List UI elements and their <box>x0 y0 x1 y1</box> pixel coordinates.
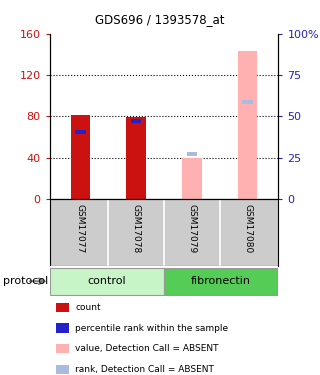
Text: GSM17079: GSM17079 <box>188 204 196 254</box>
Bar <box>238 51 258 199</box>
Text: percentile rank within the sample: percentile rank within the sample <box>75 324 228 333</box>
Bar <box>131 119 141 123</box>
Bar <box>50 268 164 295</box>
Bar <box>182 158 202 199</box>
Text: GSM17080: GSM17080 <box>243 204 252 254</box>
Bar <box>242 100 253 104</box>
Text: control: control <box>87 276 126 286</box>
Bar <box>75 130 86 134</box>
Text: GDS696 / 1393578_at: GDS696 / 1393578_at <box>95 13 225 26</box>
Bar <box>126 117 146 199</box>
Bar <box>187 152 197 156</box>
Text: rank, Detection Call = ABSENT: rank, Detection Call = ABSENT <box>75 365 214 374</box>
Text: protocol: protocol <box>3 276 48 286</box>
Text: GSM17078: GSM17078 <box>132 204 140 254</box>
Text: fibronectin: fibronectin <box>191 276 251 286</box>
Text: count: count <box>75 303 101 312</box>
Bar <box>164 268 278 295</box>
Text: GSM17077: GSM17077 <box>76 204 85 254</box>
Bar <box>70 115 90 199</box>
Text: value, Detection Call = ABSENT: value, Detection Call = ABSENT <box>75 344 219 353</box>
